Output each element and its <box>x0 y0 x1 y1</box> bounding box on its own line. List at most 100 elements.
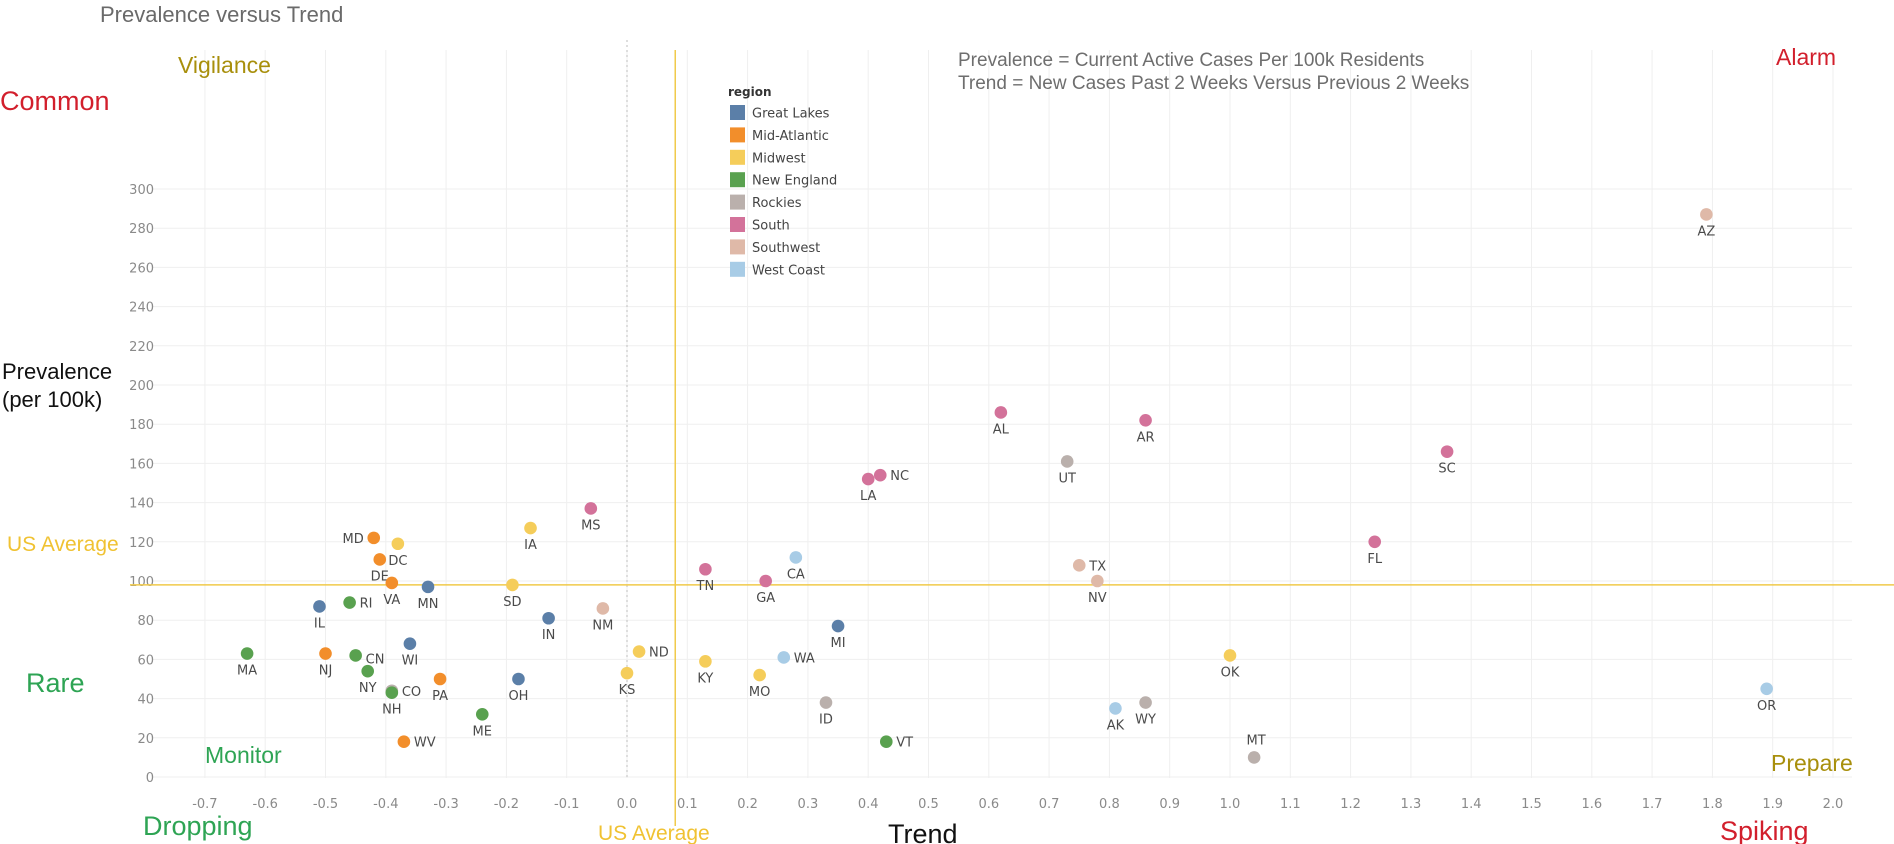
data-point-label: OR <box>1757 699 1776 714</box>
data-point <box>319 647 332 660</box>
data-point <box>385 576 399 590</box>
x-tick-label: 0.4 <box>858 797 879 812</box>
data-point-label: MT <box>1247 733 1266 748</box>
data-point-label: NV <box>1088 591 1107 606</box>
quadrant-label-monitor: Monitor <box>205 742 282 768</box>
data-point-label: NY <box>359 681 377 696</box>
data-point <box>506 578 519 592</box>
x-tick-label: 1.0 <box>1220 797 1241 812</box>
legend-item-label: Great Lakes <box>752 107 830 122</box>
y-tick-label: 180 <box>129 418 154 433</box>
data-point-label: WV <box>414 736 436 751</box>
x-tick-label: 0.0 <box>617 797 638 812</box>
x-tick-label: 2.0 <box>1823 797 1844 812</box>
y-tick-label: 140 <box>129 497 154 512</box>
x-tick-label: -0.5 <box>313 797 338 812</box>
x-tick-label: -0.7 <box>192 797 217 812</box>
data-point <box>403 637 417 651</box>
data-point-label: AL <box>993 422 1010 437</box>
x-tick-label: 1.9 <box>1762 797 1783 812</box>
data-point-label: IL <box>314 616 326 631</box>
note-prevalence: Prevalence = Current Active Cases Per 10… <box>958 50 1424 71</box>
y-axis-label-line1: Prevalence <box>2 359 112 384</box>
x-label-dropping: Dropping <box>143 811 253 841</box>
data-point-label: CN <box>366 652 385 667</box>
x-tick-label: 0.7 <box>1039 797 1060 812</box>
data-point-label: WY <box>1135 713 1156 728</box>
data-point-label: AR <box>1137 430 1155 445</box>
x-tick-label: 1.8 <box>1702 797 1723 812</box>
legend-item-label: South <box>752 219 790 234</box>
data-point <box>994 406 1008 419</box>
quadrant-label-vigilance: Vigilance <box>178 52 271 78</box>
data-point-label: NC <box>890 469 909 484</box>
data-point <box>1139 413 1152 427</box>
x-tick-label: 0.2 <box>737 797 758 812</box>
data-point-label: TX <box>1088 559 1106 574</box>
quadrant-label-prepare: Prepare <box>1771 750 1853 776</box>
legend-title: region <box>728 85 772 99</box>
x-tick-label: 0.9 <box>1159 797 1180 812</box>
x-tick-label: 0.1 <box>677 797 698 812</box>
y-tick-label: 80 <box>137 614 154 629</box>
data-point <box>349 649 362 662</box>
data-point <box>343 596 356 609</box>
data-point-label: AK <box>1107 718 1125 733</box>
data-point <box>391 537 405 551</box>
data-point <box>361 664 375 678</box>
data-point-label: SD <box>503 595 521 610</box>
y-tick-label: 0 <box>146 771 154 786</box>
data-point <box>789 551 803 564</box>
y-tick-label: 280 <box>129 222 154 237</box>
data-point <box>759 574 772 588</box>
us-average-label-x: US Average <box>598 822 710 844</box>
legend-swatch <box>730 239 745 255</box>
data-point-label: LA <box>860 489 877 504</box>
y-tick-label: 160 <box>129 457 154 472</box>
x-tick-label: 1.4 <box>1461 797 1482 812</box>
data-point <box>699 562 712 576</box>
data-point <box>524 521 537 535</box>
data-point <box>542 611 555 625</box>
x-tick-label: 1.3 <box>1401 797 1422 812</box>
x-tick-label: 1.5 <box>1521 797 1542 812</box>
x-label-spiking: Spiking <box>1720 816 1809 844</box>
data-point <box>1760 682 1773 696</box>
legend-item-label: Rockies <box>752 196 802 211</box>
chart-title: Prevalence versus Trend <box>100 2 343 27</box>
x-axis-label: Trend <box>888 819 958 844</box>
data-point-label: MS <box>581 518 600 533</box>
x-tick-label: 0.3 <box>798 797 819 812</box>
data-point-label: CA <box>787 567 805 582</box>
note-trend: Trend = New Cases Past 2 Weeks Versus Pr… <box>958 73 1469 94</box>
data-point <box>753 668 766 682</box>
data-point <box>1223 649 1237 662</box>
data-point-label: ID <box>819 713 833 728</box>
legend-item-label: New England <box>752 174 837 189</box>
data-point <box>1440 445 1454 458</box>
data-point <box>861 472 875 486</box>
legend-swatch <box>730 149 745 165</box>
data-point <box>879 735 893 749</box>
data-point <box>385 686 399 700</box>
data-point <box>873 468 887 482</box>
data-point <box>240 647 254 660</box>
data-point-label: DC <box>388 554 407 569</box>
data-point <box>1091 574 1104 588</box>
data-point <box>1072 559 1086 572</box>
data-point <box>1109 702 1122 715</box>
x-tick-label: -0.1 <box>554 797 579 812</box>
data-point <box>1060 455 1074 468</box>
data-point <box>433 672 447 686</box>
y-label-rare: Rare <box>26 668 85 698</box>
data-point-label: UT <box>1058 471 1076 486</box>
data-point-label: IA <box>524 538 537 553</box>
data-point-label: WA <box>794 651 815 666</box>
quadrant-label-alarm: Alarm <box>1776 44 1836 70</box>
y-tick-label: 200 <box>129 379 154 394</box>
legend-swatch <box>730 172 745 188</box>
data-point-label: MA <box>237 664 257 679</box>
x-tick-label: 1.7 <box>1642 797 1663 812</box>
data-point-label: MO <box>749 685 770 700</box>
